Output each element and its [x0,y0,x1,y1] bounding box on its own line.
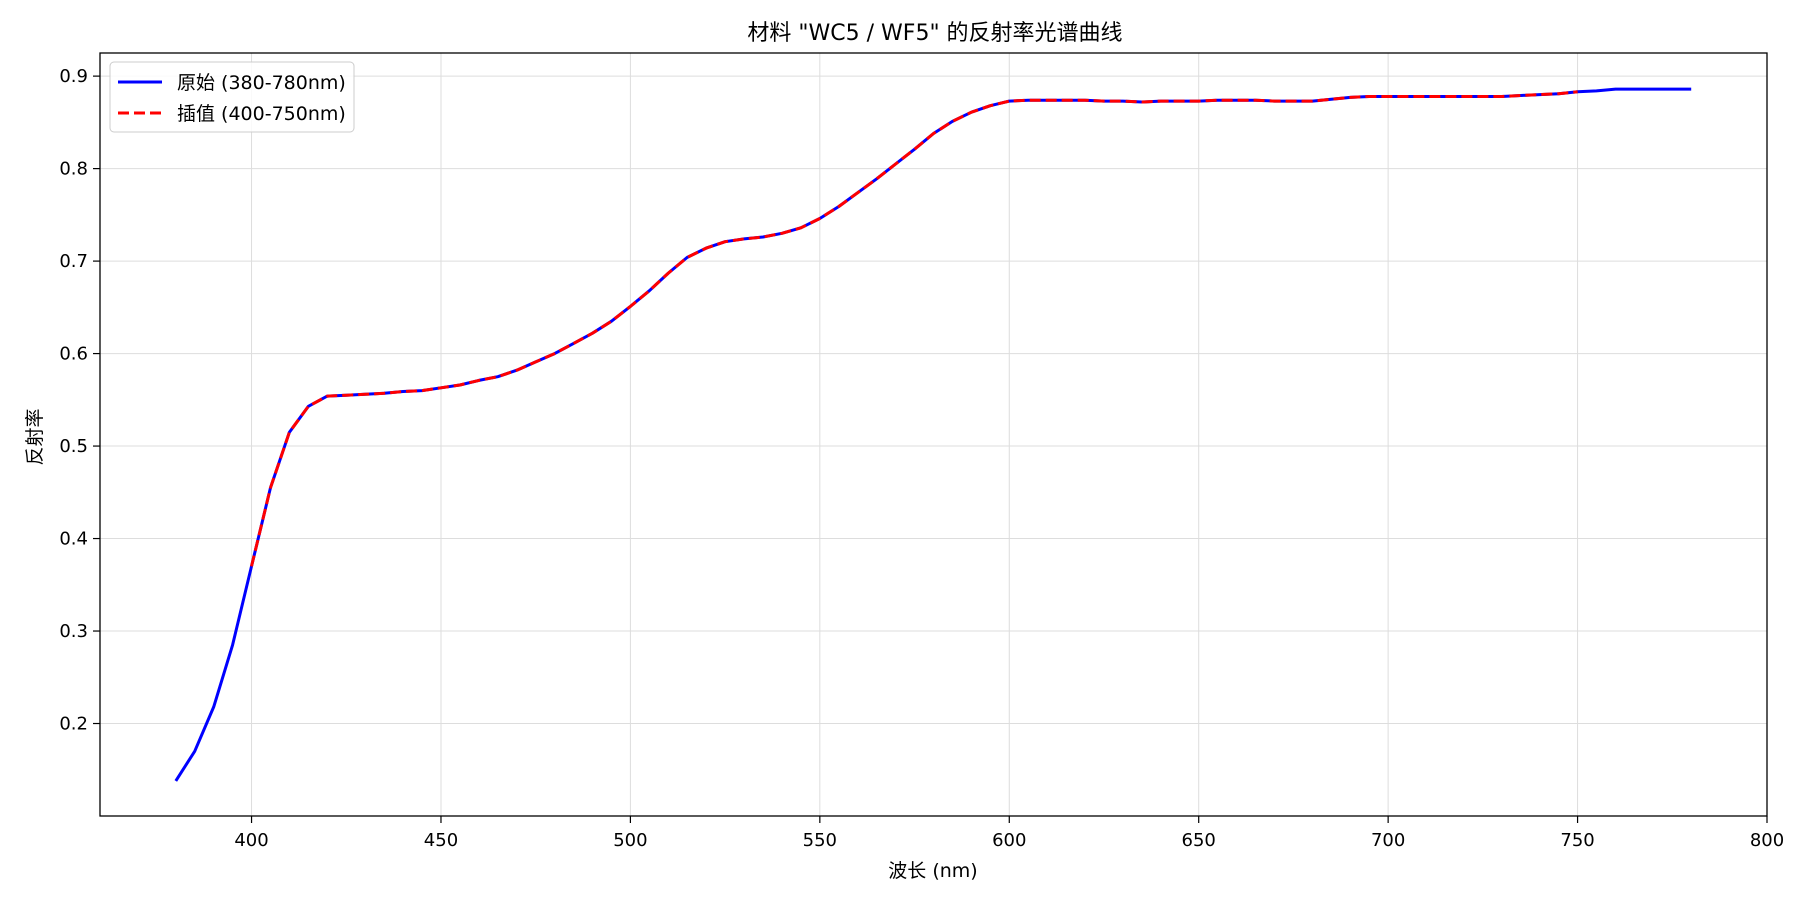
x-axis-label: 波长 (nm) [888,860,977,882]
series-layer [174,87,1692,782]
y-tick-label: 0.8 [59,159,88,180]
x-tick-label: 450 [424,830,458,851]
x-axis: 400 450 500 550 600 650 700 750 800 [234,816,1784,851]
x-tick-label: 750 [1560,830,1594,851]
legend: 原始 (380-780nm) 插值 (400-750nm) [109,61,355,133]
legend-label-original: 原始 (380-780nm) [177,72,346,94]
x-tick-label: 550 [803,830,837,851]
plot-frame [99,52,1768,817]
x-tick-label: 500 [613,830,647,851]
series-line-interpolated [250,90,1578,567]
x-tick-label: 400 [234,830,268,851]
y-axis-label: 反射率 [24,408,46,465]
x-tick-label: 600 [992,830,1026,851]
chart-title: 材料 "WC5 / WF5" 的反射率光谱曲线 [747,21,1122,46]
y-tick-label: 0.7 [59,251,88,272]
y-tick-label: 0.9 [59,66,88,87]
y-tick-label: 0.3 [59,621,88,642]
legend-box [109,61,355,133]
y-axis: 0.2 0.3 0.4 0.5 0.6 0.7 0.8 0.9 [59,66,100,735]
x-tick-label: 700 [1371,830,1405,851]
y-tick-label: 0.4 [59,529,88,550]
legend-label-interpolated: 插值 (400-750nm) [177,103,346,125]
y-tick-label: 0.5 [59,436,88,457]
y-tick-label: 0.6 [59,344,88,365]
y-tick-label: 0.2 [59,714,88,735]
x-tick-label: 650 [1182,830,1216,851]
x-tick-label: 800 [1750,830,1784,851]
grid-lines [100,53,1768,816]
